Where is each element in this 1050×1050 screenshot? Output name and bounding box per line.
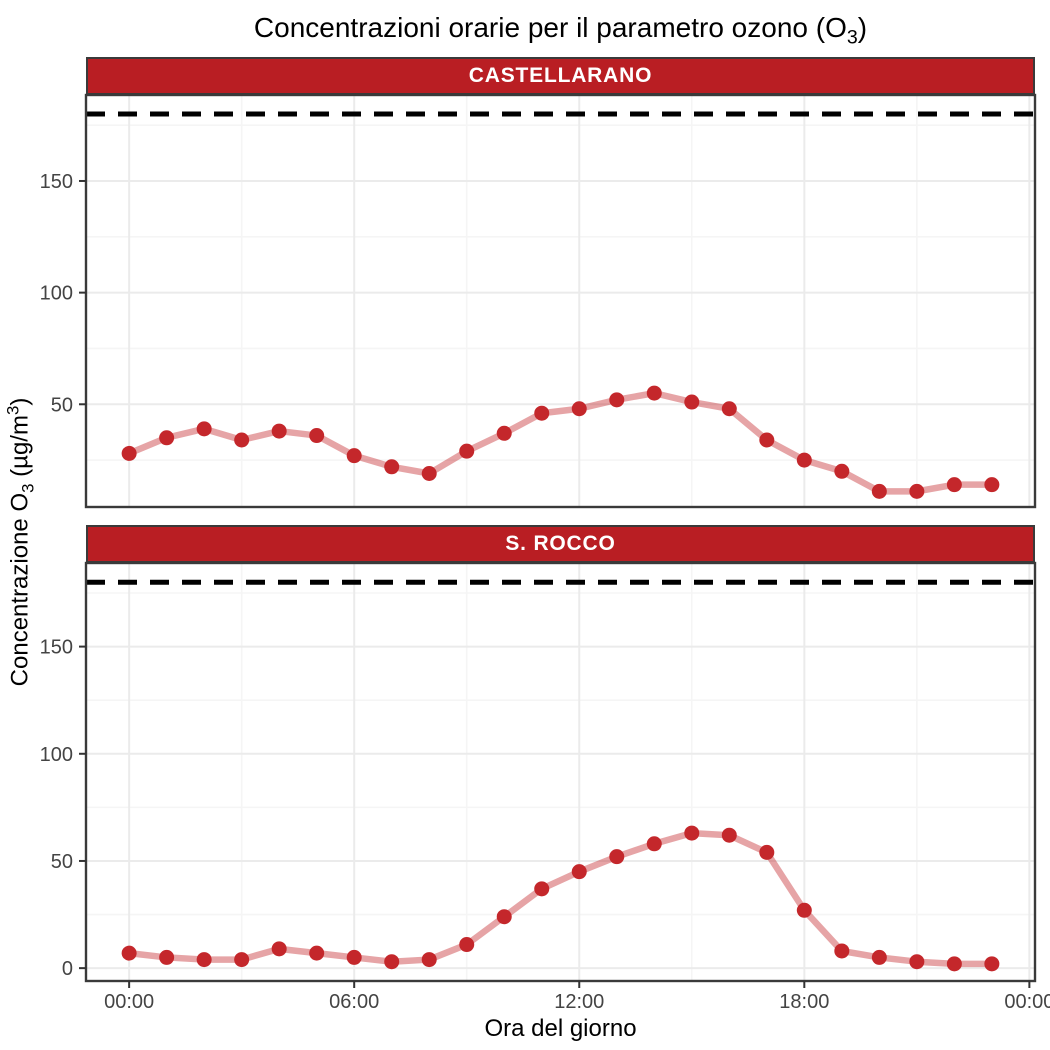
data-point (571, 864, 587, 880)
data-point (646, 836, 662, 852)
data-point (121, 945, 137, 961)
data-point (534, 881, 550, 897)
data-point (759, 844, 775, 860)
chart-title-text: Concentrazioni orarie per il parametro o… (253, 12, 847, 43)
x-tick-label: 06:00 (329, 991, 379, 1013)
facet-strip-label: S. ROCCO (505, 532, 616, 555)
data-point (909, 483, 925, 499)
data-point (384, 459, 400, 475)
y-tick-label: 100 (40, 283, 73, 305)
y-tick-label: 100 (40, 744, 73, 766)
data-point (421, 466, 437, 482)
data-point (834, 943, 850, 959)
x-tick-label: 00:00 (1004, 991, 1050, 1013)
data-point (984, 477, 1000, 493)
data-point (834, 463, 850, 479)
data-point (646, 385, 662, 401)
data-point (496, 425, 512, 441)
data-point (459, 443, 475, 459)
data-point (159, 430, 175, 446)
y-tick-label: 150 (40, 171, 73, 193)
chart-title: Concentrazioni orarie per il parametro o… (86, 12, 1035, 50)
y-tick-label: 150 (40, 637, 73, 659)
data-point (234, 952, 250, 968)
data-point (159, 949, 175, 965)
data-point (871, 949, 887, 965)
data-point (684, 825, 700, 841)
data-point (196, 421, 212, 437)
panel-background (86, 563, 1035, 981)
data-point (496, 909, 512, 925)
facet-strip-label: CASTELLARANO (468, 64, 653, 87)
data-point (271, 941, 287, 957)
x-tick-label: 00:00 (104, 991, 154, 1013)
y-tick-label: 50 (51, 851, 73, 873)
data-point (871, 483, 887, 499)
panel-border (84, 93, 1037, 509)
y-tick-label: 0 (62, 958, 73, 980)
data-point (421, 952, 437, 968)
data-point (759, 432, 775, 448)
data-point (946, 477, 962, 493)
data-point (309, 428, 325, 444)
data-point (909, 954, 925, 970)
data-point (684, 394, 700, 410)
data-point (796, 902, 812, 918)
data-point (609, 849, 625, 865)
data-point (346, 448, 362, 464)
panel-background (86, 95, 1035, 507)
data-point (721, 401, 737, 417)
data-point (346, 949, 362, 965)
chart-title-subscript: 3 (846, 26, 858, 49)
data-point (271, 423, 287, 439)
x-tick-label: 12:00 (554, 991, 604, 1013)
data-point (721, 827, 737, 843)
panel-border (84, 561, 1037, 983)
data-point (121, 445, 137, 461)
data-point (234, 432, 250, 448)
data-point (196, 952, 212, 968)
data-point (946, 956, 962, 972)
data-point (309, 945, 325, 961)
data-point (534, 405, 550, 421)
data-point (796, 452, 812, 468)
x-axis-label: Ora del giorno (484, 1015, 637, 1042)
y-tick-label: 50 (51, 394, 73, 416)
chart-title-text-end: ) (857, 12, 868, 43)
data-point (609, 392, 625, 408)
x-tick-label: 18:00 (779, 991, 829, 1013)
facet-strip-castellarano: CASTELLARANO (86, 57, 1035, 95)
data-point (384, 954, 400, 970)
data-point (984, 956, 1000, 972)
data-point (459, 937, 475, 953)
data-point (571, 401, 587, 417)
